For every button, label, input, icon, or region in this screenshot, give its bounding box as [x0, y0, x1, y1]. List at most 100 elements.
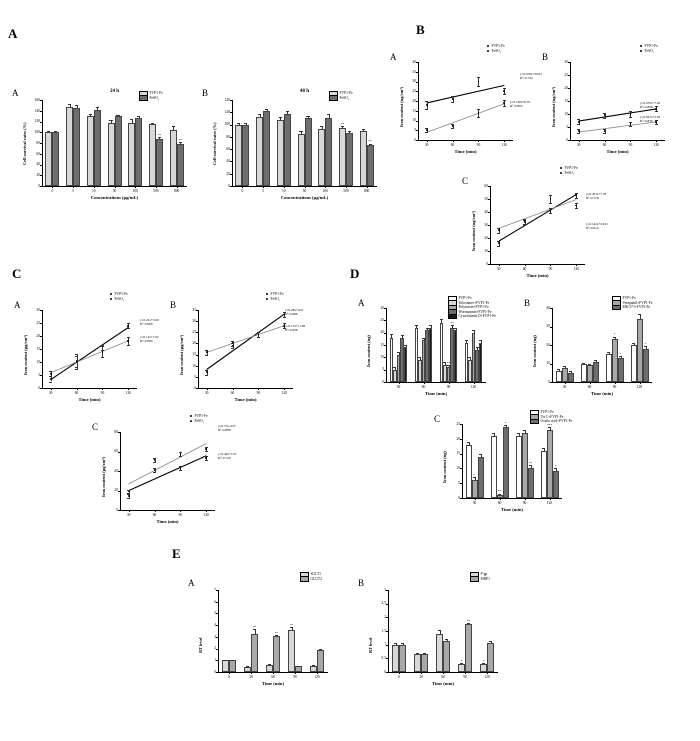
data-point: [257, 333, 260, 336]
error-cap: [95, 106, 99, 108]
legend-marker: [560, 171, 562, 174]
x-tick: [251, 672, 252, 674]
error-cap: [629, 126, 632, 127]
legend-marker: [110, 293, 112, 296]
error-bar: [474, 477, 475, 481]
y-tick: [568, 75, 570, 76]
legend-label: P-gp: [480, 572, 488, 576]
table-row: [421, 340, 426, 382]
y-tick-label: 20: [546, 342, 550, 347]
y-tick-label: 4: [214, 622, 216, 627]
legend: P-gp MRP1: [470, 571, 490, 582]
y-tick-label: 25: [36, 320, 40, 325]
regression-equation: y=0.142x+24.91 R²=0.616: [586, 222, 608, 230]
r-squared-text: R²=0.836: [640, 119, 653, 123]
error-cap: [444, 639, 449, 640]
y-tick-label: 25: [192, 330, 196, 335]
legend-label: Vit C+FVP1-Fe: [540, 414, 564, 419]
sub-letter-B: B: [170, 300, 177, 310]
equation-text: y=0.13x+11.98: [285, 324, 306, 328]
x-tick-label: 0: [228, 675, 230, 679]
x-tick: [473, 382, 475, 384]
y-tick: [230, 149, 232, 151]
error-bar: [468, 622, 469, 625]
x-tick: [504, 140, 506, 142]
error-cap: [282, 327, 286, 329]
regression-equation: y=0.22x+3.99 R²=0.986: [140, 318, 159, 326]
bar-chart-a2: 0 20 40 60 80 100 120 140 0 5 10 50 100 500 ** 800 ** Con…: [212, 89, 377, 200]
table-row: [263, 111, 271, 186]
error-cap: [204, 456, 208, 457]
y-tick: [216, 601, 218, 603]
y-tick-label: 5: [458, 481, 460, 485]
legend-item: GLUT2: [300, 576, 322, 582]
legend-label: FVP1-Fe: [114, 292, 128, 296]
legend-label: FeSO₄: [491, 48, 501, 53]
y-tick: [568, 101, 570, 102]
y-tick-label: 2: [384, 615, 386, 620]
y-tick: [416, 81, 418, 83]
y-tick: [568, 140, 570, 141]
table-row: [310, 665, 317, 672]
x-tick: [448, 382, 450, 384]
table-row: [464, 342, 469, 382]
y-tick-label: 0: [38, 385, 40, 390]
error-cap: [153, 458, 156, 459]
table-row: [580, 364, 587, 382]
error-bar: [349, 131, 350, 134]
y-tick-label: 80: [226, 134, 230, 139]
y-tick: [196, 376, 198, 378]
table-row: [169, 129, 177, 186]
table-row: [465, 624, 472, 672]
error-cap: [577, 128, 581, 130]
error-bar: [342, 125, 343, 128]
y-tick: [386, 603, 388, 605]
error-bar: [468, 441, 469, 445]
y-tick-label: 10: [564, 111, 568, 116]
y-tick: [196, 388, 198, 389]
r-squared-text: R²=0.888: [640, 105, 653, 109]
x-tick-label: 0: [398, 675, 400, 679]
x-tick-label: 10: [91, 189, 96, 193]
x-tick: [73, 186, 75, 188]
x-tick: [242, 186, 244, 188]
data-point: [655, 107, 658, 110]
table-row: [389, 337, 394, 382]
table-row: [86, 115, 94, 186]
x-tick: [50, 388, 52, 390]
table-row: [439, 322, 444, 382]
table-row: [256, 116, 264, 186]
table-row: [630, 345, 637, 382]
error-cap: [67, 103, 72, 105]
y-tick: [550, 308, 552, 309]
sub-letter-A: A: [390, 52, 397, 62]
data-point: [577, 120, 580, 123]
error-cap: [264, 108, 269, 110]
x-tick-label: 50: [112, 189, 117, 193]
error-bar: [524, 429, 525, 433]
error-bar: [111, 120, 112, 124]
error-bar: [608, 352, 609, 355]
error-cap: [153, 462, 156, 463]
error-cap: [516, 432, 521, 434]
error-cap: [488, 641, 493, 642]
data-point: [629, 123, 632, 126]
x-tick-label: 30: [496, 267, 501, 271]
y-tick: [40, 175, 42, 177]
x-tick: [398, 382, 400, 384]
scatter-chart-b1: 0 5 10 15 20 25 30 35 40 30 60 90 120 Time (min) Iron …: [399, 60, 513, 154]
legend-swatch: [470, 576, 479, 582]
legend-marker: [560, 167, 562, 170]
error-bar: [639, 313, 640, 320]
x-tick-label: 30: [126, 513, 131, 517]
error-cap: [231, 345, 234, 347]
table-row: [155, 138, 163, 186]
y-tick: [196, 332, 198, 334]
error-cap: [581, 362, 586, 364]
y-tick-label: 30: [36, 307, 40, 312]
data-point: [577, 129, 580, 132]
y-axis: [552, 308, 553, 382]
error-bar: [69, 103, 71, 107]
error-bar: [173, 126, 174, 130]
legend: FVP1-Fe FeSO₄: [139, 90, 163, 101]
